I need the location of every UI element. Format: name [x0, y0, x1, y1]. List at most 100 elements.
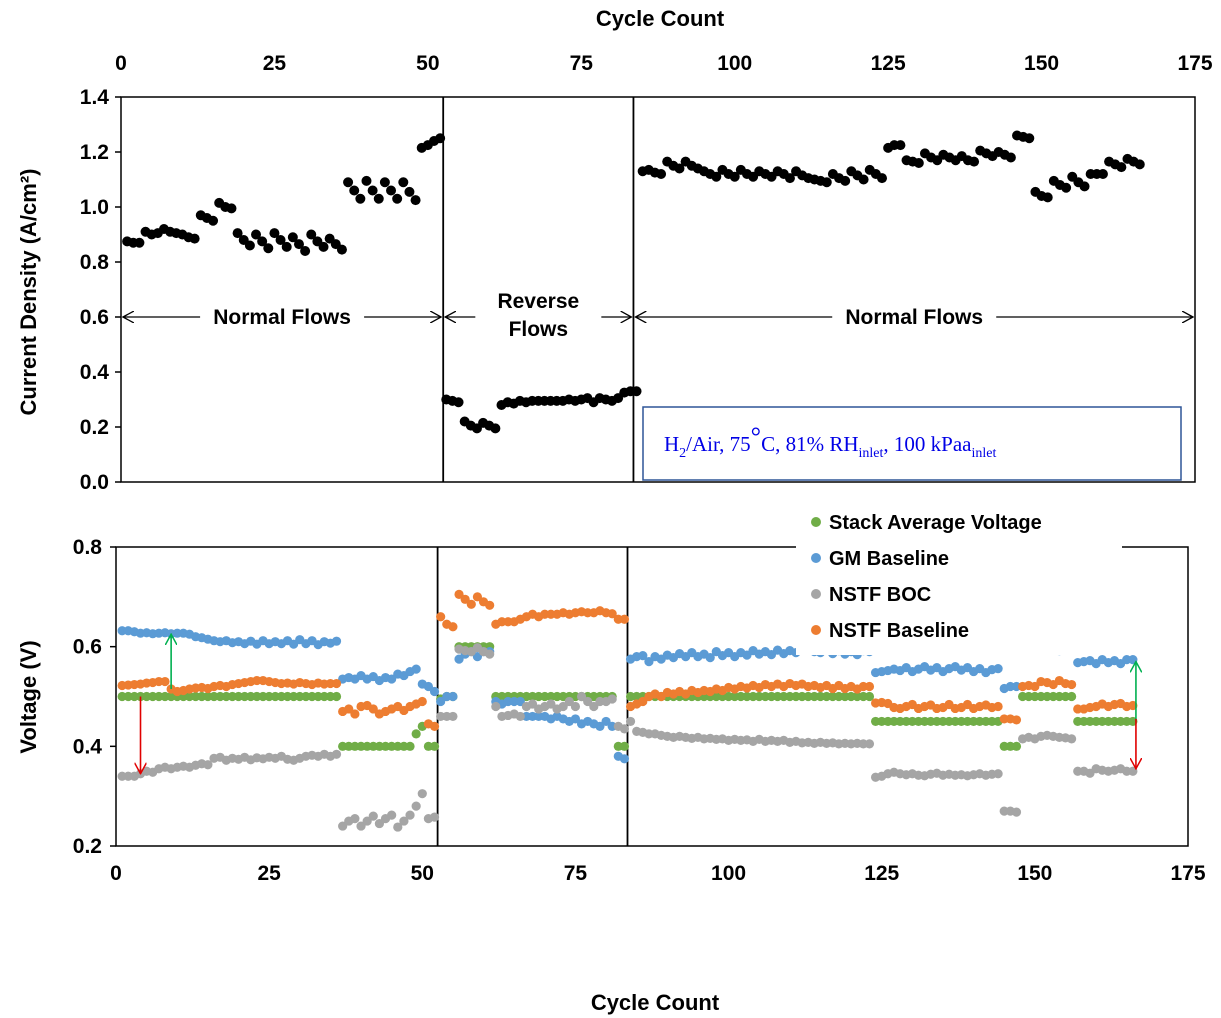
voltage-point [583, 696, 593, 707]
voltage-point [472, 592, 483, 602]
voltage-point [356, 821, 366, 831]
voltage-point [1067, 691, 1077, 702]
change-arrows [141, 634, 1136, 774]
current-density-point [263, 243, 274, 254]
conditions-box: H2/Air, 75°C, 81% RHinlet, 100 kPaainlet [642, 406, 1182, 481]
top-x-tick-label: 100 [717, 52, 752, 75]
flow-label: Normal Flows [213, 306, 351, 329]
flow-annotations: Normal Flows Reverse Flows Normal Flows [123, 290, 1193, 341]
current-density-point [1042, 192, 1053, 203]
voltage-point [607, 609, 617, 619]
bottom-y-tick-label: 0.6 [73, 636, 102, 659]
top-x-tick-label: 175 [1177, 52, 1212, 75]
voltage-point [423, 681, 434, 692]
bottom-x-tick-label: 150 [1017, 862, 1052, 885]
voltage-point [589, 701, 599, 712]
current-density-point [631, 386, 642, 397]
voltage-point [638, 651, 648, 661]
voltage-point [436, 612, 446, 622]
voltage-point [993, 701, 1003, 712]
top-plot-area [120, 96, 1196, 483]
top-x-tick-label: 150 [1024, 52, 1059, 75]
current-density-point [232, 228, 243, 239]
current-density-point [1116, 162, 1127, 173]
legend-label: Stack Average Voltage [829, 512, 1042, 534]
bottom-x-tick-labels: 0 25 50 75 100 125 150 175 [110, 862, 1206, 885]
voltage-point [1030, 681, 1040, 692]
top-x-tick-label: 50 [416, 52, 439, 75]
voltage-point [429, 721, 440, 732]
current-density-point [189, 233, 200, 244]
voltage-point [411, 664, 421, 674]
top-y-axis-title: Current Density (A/cm²) [16, 169, 41, 416]
current-density-point [858, 174, 869, 185]
current-density-point [453, 397, 464, 408]
current-density-point [784, 173, 795, 184]
current-density-point [404, 186, 415, 197]
current-density-point [275, 235, 286, 245]
voltage-point [515, 696, 525, 707]
voltage-point [393, 822, 403, 832]
voltage-point [601, 716, 611, 727]
voltage-point [1067, 734, 1077, 744]
top-y-tick-label: 0.0 [80, 471, 109, 494]
bottom-y-tick-labels: 0.2 0.4 0.6 0.8 [73, 536, 116, 858]
current-density-point [1024, 133, 1035, 144]
voltage-point [644, 657, 654, 667]
current-density-point [1079, 181, 1090, 192]
svg-text:H2/Air, 75°C, 81% RHinlet, 100: H2/Air, 75°C, 81% RHinlet, 100 kPaainlet [664, 422, 996, 461]
voltage-point [429, 741, 440, 751]
current-density-point [287, 232, 298, 243]
current-density-point [379, 177, 390, 188]
top-x-tick-labels: 0 25 50 75 100 125 150 175 [115, 52, 1213, 75]
current-density-point [410, 195, 421, 206]
top-x-axis-title: Cycle Count [596, 6, 725, 31]
voltage-point [466, 599, 476, 609]
voltage-point [405, 741, 415, 751]
voltage-point [429, 686, 440, 697]
current-density-point [821, 177, 832, 188]
bottom-y-tick-label: 0.4 [73, 735, 103, 758]
current-density-point [913, 158, 924, 168]
voltage-point [454, 589, 464, 599]
voltage-point [1011, 715, 1022, 725]
current-density-point [895, 140, 906, 151]
voltage-point [362, 816, 372, 826]
voltage-point [570, 701, 581, 712]
voltage-point [331, 636, 342, 646]
current-density-points [122, 130, 1145, 434]
voltage-point [705, 653, 715, 663]
series-nstf-baseline [117, 589, 1138, 732]
voltage-point [417, 789, 427, 799]
top-y-tick-labels: 0.0 0.2 0.4 0.6 0.8 1.0 1.2 1.4 [80, 86, 121, 494]
current-density-point [656, 169, 667, 179]
flow-label: Reverse Flows [497, 290, 579, 341]
current-density-point [355, 193, 366, 204]
voltage-point [993, 769, 1003, 779]
current-density-point [1005, 152, 1016, 163]
legend: Stack Average Voltage GM Baseline NSTF BOC… [796, 503, 1122, 655]
top-y-tick-label: 0.6 [80, 306, 109, 329]
legend-marker [811, 625, 821, 635]
legend-marker [811, 553, 821, 563]
voltage-point [338, 821, 348, 831]
voltage-point [387, 674, 397, 684]
top-y-tick-label: 0.2 [80, 416, 109, 439]
top-y-tick-label: 1.4 [80, 86, 110, 109]
voltage-point [546, 699, 556, 709]
current-density-point [367, 185, 378, 196]
flow-label: Normal Flows [845, 306, 983, 329]
bottom-x-axis-title: Cycle Count [591, 990, 720, 1015]
voltage-point [387, 810, 397, 820]
voltage-point [405, 810, 415, 820]
current-density-point [244, 240, 255, 251]
bottom-y-tick-label: 0.8 [73, 536, 103, 559]
voltage-point [570, 714, 581, 724]
voltage-point [595, 721, 605, 732]
current-density-point [435, 133, 446, 144]
top-y-tick-label: 0.4 [80, 361, 110, 384]
voltage-point [607, 694, 617, 704]
bottom-x-tick-label: 100 [711, 862, 746, 885]
top-x-tick-label: 75 [570, 52, 594, 75]
